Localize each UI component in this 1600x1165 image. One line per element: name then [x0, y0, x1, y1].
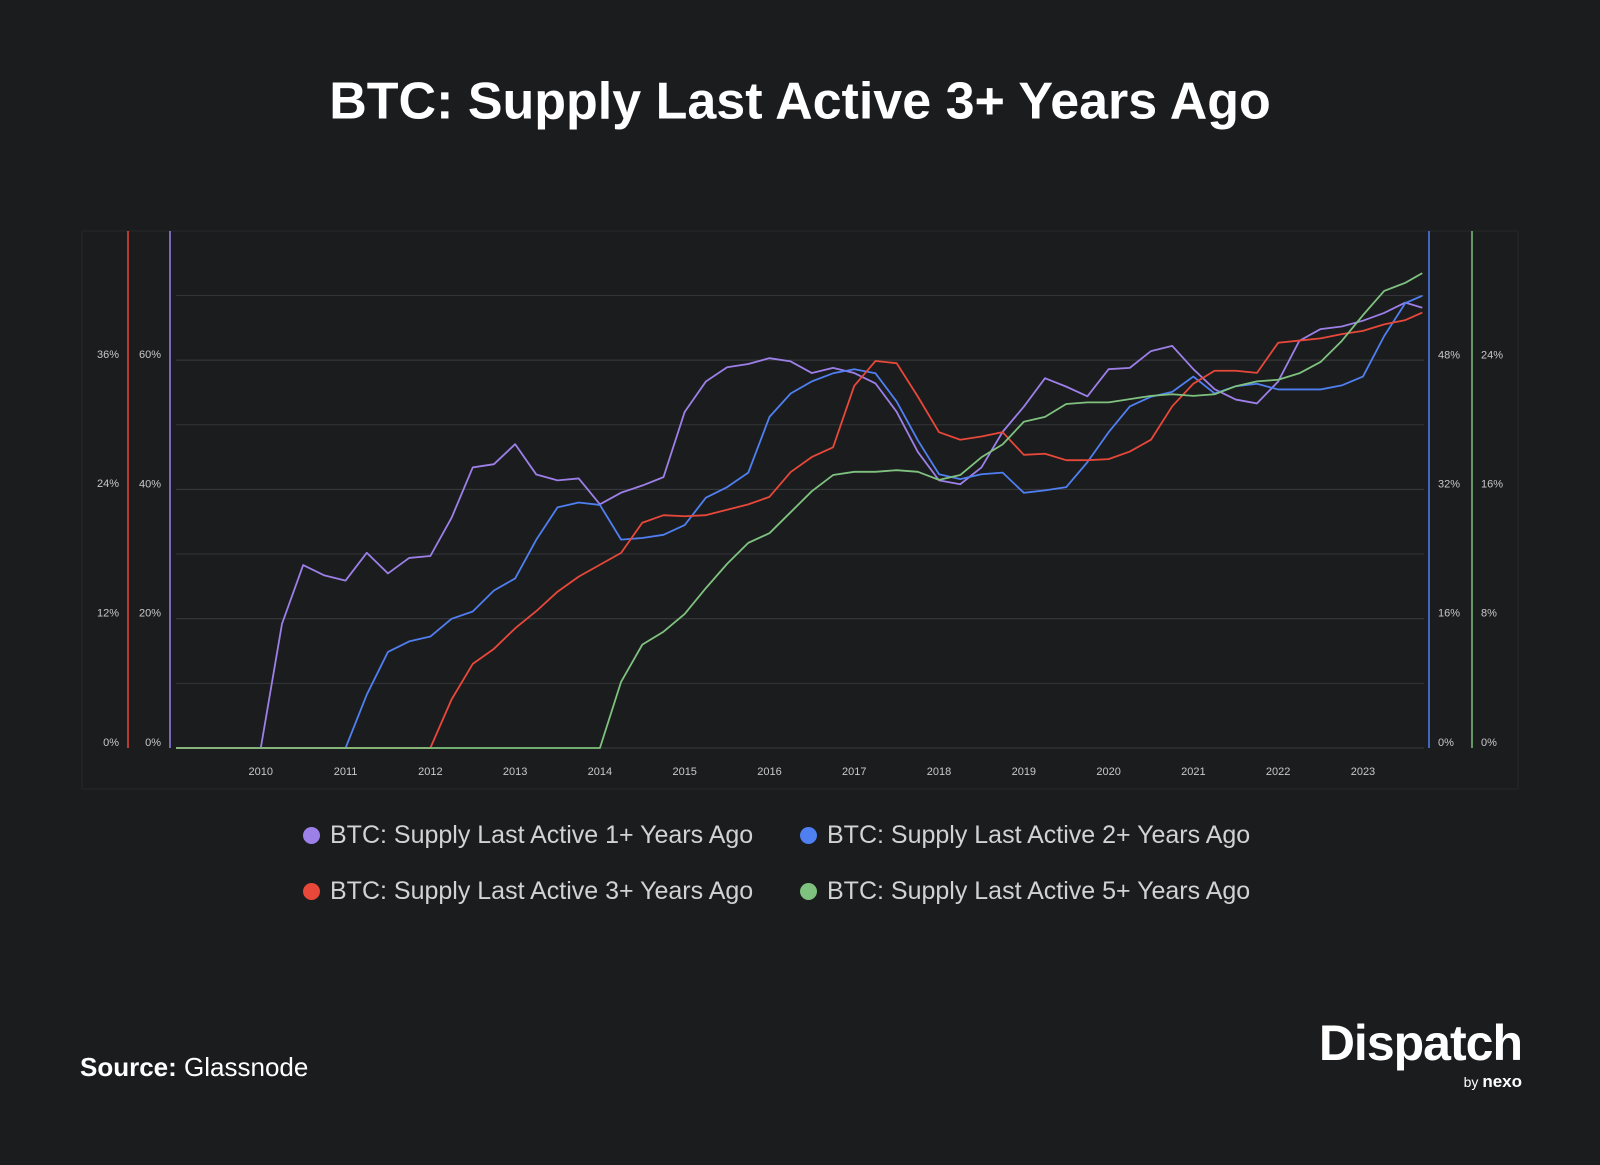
y-tick-label: 32%	[1438, 478, 1460, 490]
x-tick-label: 2011	[334, 766, 358, 778]
x-tick-label: 2017	[842, 766, 866, 778]
y-tick-label: 0%	[145, 737, 161, 749]
source: Source: Glassnode	[80, 1052, 308, 1083]
brand-by: by	[1463, 1074, 1479, 1090]
source-text: Glassnode	[184, 1052, 309, 1082]
legend-swatch	[303, 882, 320, 900]
x-tick-label: 2014	[588, 766, 612, 778]
y-tick-label: 0%	[103, 737, 119, 749]
x-tick-label: 2010	[249, 766, 273, 778]
y-tick-label: 24%	[97, 478, 119, 490]
legend-swatch	[800, 826, 817, 844]
source-label: Source:	[80, 1052, 177, 1082]
series-line	[176, 272, 1423, 749]
legend-swatch	[303, 826, 320, 844]
x-tick-label: 2019	[1012, 766, 1036, 778]
x-tick-label: 2021	[1181, 766, 1205, 778]
brand-partner: nexo	[1482, 1072, 1522, 1091]
chart: BTC: Supply Last Active 3+ Years Ago 201…	[81, 73, 1519, 790]
plot-frame	[81, 230, 1519, 790]
y-tick-label: 20%	[139, 608, 161, 620]
branding: Dispatch by nexo	[1318, 1015, 1523, 1092]
x-tick-label: 2018	[927, 766, 951, 778]
legend-label: BTC: Supply Last Active 3+ Years Ago	[330, 876, 754, 905]
y-tick-label: 40%	[139, 478, 161, 490]
x-tick-label: 2016	[757, 766, 781, 778]
legend-item: BTC: Supply Last Active 3+ Years Ago	[303, 874, 800, 908]
legend-label: BTC: Supply Last Active 2+ Years Ago	[827, 820, 1251, 849]
series-line	[176, 301, 1423, 749]
y-tick-label: 36%	[97, 349, 119, 361]
legend: BTC: Supply Last Active 1+ Years Ago BTC:…	[0, 818, 1600, 908]
legend-label: BTC: Supply Last Active 5+ Years Ago	[827, 876, 1251, 905]
brand-by-line: by nexo	[1319, 1072, 1522, 1092]
x-tick-label: 2013	[503, 766, 527, 778]
x-tick-label: 2020	[1096, 766, 1120, 778]
y-tick-label: 48%	[1438, 349, 1460, 361]
brand-name: Dispatch	[1318, 1015, 1523, 1071]
y-tick-label: 8%	[1481, 608, 1497, 620]
legend-label: BTC: Supply Last Active 1+ Years Ago	[330, 820, 754, 849]
y-tick-label: 16%	[1481, 478, 1503, 490]
y-tick-label: 16%	[1438, 608, 1460, 620]
x-tick-label: 2022	[1266, 766, 1290, 778]
x-tick-label: 2015	[672, 766, 696, 778]
y-tick-label: 12%	[97, 608, 119, 620]
chart-title: BTC: Supply Last Active 3+ Years Ago	[329, 73, 1271, 131]
y-tick-label: 0%	[1481, 737, 1497, 749]
legend-swatch	[800, 882, 817, 900]
y-tick-label: 60%	[139, 349, 161, 361]
x-tick-label: 2023	[1351, 766, 1375, 778]
legend-item: BTC: Supply Last Active 2+ Years Ago	[800, 818, 1297, 852]
legend-item: BTC: Supply Last Active 1+ Years Ago	[303, 818, 800, 852]
y-tick-label: 24%	[1481, 349, 1503, 361]
legend-item: BTC: Supply Last Active 5+ Years Ago	[800, 874, 1297, 908]
y-tick-label: 0%	[1438, 737, 1454, 749]
x-tick-label: 2012	[418, 766, 442, 778]
